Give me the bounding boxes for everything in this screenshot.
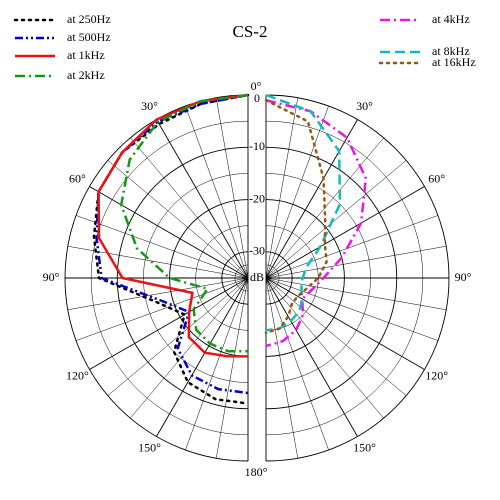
minor-spoke [265, 245, 447, 279]
r-tick-label: -10 [249, 139, 265, 153]
minor-spoke [67, 277, 249, 311]
legend-label: at 16kHz [432, 55, 476, 69]
minor-spoke [107, 160, 249, 279]
minor-spoke [185, 277, 249, 451]
series-line [264, 98, 328, 335]
minor-spoke [265, 215, 439, 279]
minor-spoke [265, 160, 407, 279]
minor-spoke [75, 277, 249, 341]
series-line [92, 93, 250, 405]
minor-spoke [265, 277, 299, 459]
minor-spoke [75, 215, 249, 279]
minor-spoke [265, 105, 329, 279]
grid-spoke [265, 277, 425, 370]
minor-spoke [265, 277, 329, 451]
series-line [95, 93, 249, 395]
theta-label: 180° [245, 465, 268, 479]
theta-label: 90° [455, 270, 472, 284]
legend-label: at 250Hz [67, 12, 111, 26]
grid-spoke [156, 277, 249, 437]
series-line [265, 99, 368, 348]
r-tick-label: 0 [254, 91, 260, 105]
grid-spoke [89, 277, 249, 370]
theta-label: 60° [69, 171, 86, 185]
grid-spoke [265, 277, 358, 437]
r-tick-label: -30 [249, 244, 265, 258]
legend-label: at 8kHz [432, 44, 470, 58]
theta-label: 120° [425, 368, 448, 382]
legend-label: at 2kHz [67, 68, 105, 82]
minor-spoke [265, 277, 384, 419]
r-tick-label: -20 [249, 191, 265, 205]
minor-spoke [215, 97, 249, 279]
series-line [265, 93, 342, 332]
minor-spoke [265, 277, 407, 396]
minor-spoke [185, 105, 249, 279]
minor-spoke [130, 137, 249, 279]
minor-spoke [265, 97, 299, 279]
chart-title: CS-2 [233, 22, 268, 41]
legend-label: at 500Hz [67, 30, 111, 44]
grid-spoke [265, 186, 425, 279]
theta-label: 90° [43, 270, 60, 284]
theta-label: 150° [353, 440, 376, 454]
legend-label: at 4kHz [432, 12, 470, 26]
theta-label: 150° [138, 440, 161, 454]
theta-label: 120° [66, 368, 89, 382]
r-axis-label: dB [250, 270, 264, 284]
theta-label: 30° [356, 99, 373, 113]
series-line [119, 93, 249, 353]
legend-label: at 1kHz [67, 48, 105, 62]
theta-label: 30° [141, 99, 158, 113]
series-line [97, 93, 249, 358]
grid-spoke [156, 119, 249, 279]
minor-spoke [265, 277, 439, 341]
minor-spoke [107, 277, 249, 396]
minor-spoke [215, 277, 249, 459]
minor-spoke [130, 277, 249, 419]
grid-spoke [89, 186, 249, 279]
theta-label: 60° [428, 171, 445, 185]
grid-spoke [265, 119, 358, 279]
theta-label: 0° [251, 79, 262, 93]
minor-spoke [265, 277, 447, 311]
